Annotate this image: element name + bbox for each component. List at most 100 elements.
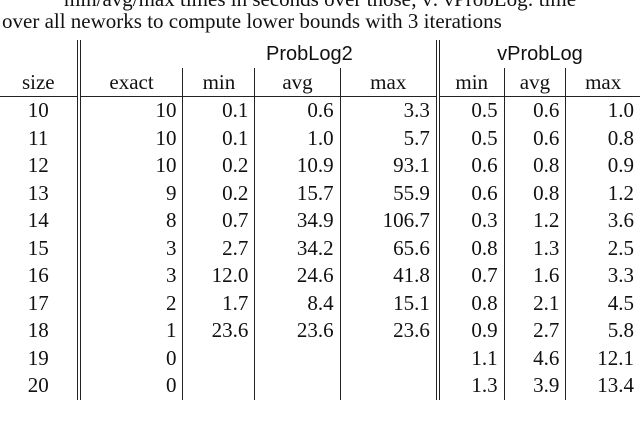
cell-exact: 10 [76,124,183,152]
cell-max: 41.8 [339,262,438,290]
cell-size: 20 [27,373,49,398]
cell-max: 93.1 [339,152,438,180]
table-row: 19 0 1.1 4.6 12.1 [0,344,640,372]
cell-min [182,372,255,400]
cell-exact: 3 [76,262,183,290]
column-header-row: size exact min avg max min avg max [0,68,640,97]
cell-max: 106.7 [339,207,438,235]
caption-line-2: over all neworks to compute lower bounds… [2,9,502,33]
cell-exact: 2 [76,289,183,317]
cell-vavg: 0.6 [503,124,566,152]
col-header-vmin: min [435,68,505,97]
cell-vmax: 12.1 [565,344,640,372]
cell-exact: 10 [76,152,183,180]
cell-size: 16 [27,263,49,288]
cell-avg [254,344,341,372]
cell-vmin: 0.8 [435,289,505,317]
cell-avg: 23.6 [254,317,341,345]
cell-max [339,344,438,372]
cell-vmin: 1.1 [435,344,505,372]
cell-vmax: 1.0 [565,96,640,125]
cell-exact: 9 [76,179,183,207]
table-row: 12 10 0.2 10.9 93.1 0.6 0.8 0.9 [0,152,640,180]
cell-avg: 8.4 [254,289,341,317]
col-header-exact: exact [76,68,183,97]
col-header-avg: avg [254,68,341,97]
caption-line-1: min/avg/max times in seconds over those;… [0,0,640,11]
cell-max: 23.6 [339,317,438,345]
cell-min: 1.7 [182,289,255,317]
cell-min: 0.1 [182,124,255,152]
cell-vmax: 2.5 [565,234,640,262]
cell-min: 2.7 [182,234,255,262]
table-row: 11 10 0.1 1.0 5.7 0.5 0.6 0.8 [0,124,640,152]
cell-min: 23.6 [182,317,255,345]
cell-vmin: 0.5 [435,96,505,125]
cell-vmax: 3.3 [565,262,640,290]
cell-avg: 34.2 [254,234,341,262]
cell-vavg: 1.6 [503,262,566,290]
cell-vmax: 3.6 [565,207,640,235]
cell-vmax: 13.4 [565,372,640,400]
cell-min [182,344,255,372]
cell-exact: 8 [76,207,183,235]
cell-max: 65.6 [339,234,438,262]
cell-size: 11 [28,125,49,150]
cell-size: 19 [27,345,49,370]
col-header-size: size [0,68,79,97]
cell-max [339,372,438,400]
cell-min: 0.2 [182,152,255,180]
cell-vmax: 5.8 [565,317,640,345]
group-header-spacer [0,40,79,68]
col-header-max: max [339,68,438,97]
cell-vmin: 0.7 [435,262,505,290]
cell-vmax: 1.2 [565,179,640,207]
cell-vmin: 1.3 [435,372,505,400]
cell-avg: 34.9 [254,207,341,235]
cell-max: 15.1 [339,289,438,317]
cell-min: 0.2 [182,179,255,207]
table-row: 13 9 0.2 15.7 55.9 0.6 0.8 1.2 [0,179,640,207]
cell-avg: 15.7 [254,179,341,207]
cell-vavg: 1.2 [503,207,566,235]
cell-exact: 1 [76,317,183,345]
cell-size: 17 [27,290,49,315]
cell-vavg: 2.7 [503,317,566,345]
table-row: 20 0 1.3 3.9 13.4 [0,372,640,400]
group-header-vproblog: vProbLog [435,40,640,68]
cell-vavg: 0.8 [503,179,566,207]
cell-exact: 3 [76,234,183,262]
table-body: 10 10 0.1 0.6 3.3 0.5 0.6 1.0 11 10 0.1 1.0 5.7 0.5 0.… [0,96,640,400]
table-row: 18 1 23.6 23.6 23.6 0.9 2.7 5.8 [0,317,640,345]
cell-avg: 10.9 [254,152,341,180]
cell-min: 12.0 [182,262,255,290]
cell-vmin: 0.9 [435,317,505,345]
col-header-min: min [182,68,255,97]
cell-avg: 0.6 [254,96,341,125]
cell-max: 5.7 [339,124,438,152]
col-header-vavg: avg [503,68,566,97]
cell-exact: 0 [76,372,183,400]
cell-vavg: 0.6 [503,96,566,125]
group-header-problog2: ProbLog2 [266,42,353,65]
cell-exact: 0 [76,344,183,372]
cell-avg: 1.0 [254,124,341,152]
cell-vmin: 0.8 [435,234,505,262]
cell-vavg: 0.8 [503,152,566,180]
cell-size: 12 [27,153,49,178]
cell-size: 18 [27,318,49,343]
cell-max: 3.3 [339,96,438,125]
table-row: 17 2 1.7 8.4 15.1 0.8 2.1 4.5 [0,289,640,317]
table-row: 14 8 0.7 34.9 106.7 0.3 1.2 3.6 [0,207,640,235]
cell-vavg: 4.6 [503,344,566,372]
col-header-vmax: max [565,68,640,97]
cell-vmax: 4.5 [565,289,640,317]
cell-avg [254,372,341,400]
cell-max: 55.9 [339,179,438,207]
cell-vmax: 0.9 [565,152,640,180]
table-row: 10 10 0.1 0.6 3.3 0.5 0.6 1.0 [0,96,640,125]
results-table: ProbLog2 vProbLog size exact min avg max… [0,40,640,400]
group-header-spacer [76,40,183,68]
cell-size: 10 [27,98,49,123]
cell-min: 0.1 [182,96,255,125]
